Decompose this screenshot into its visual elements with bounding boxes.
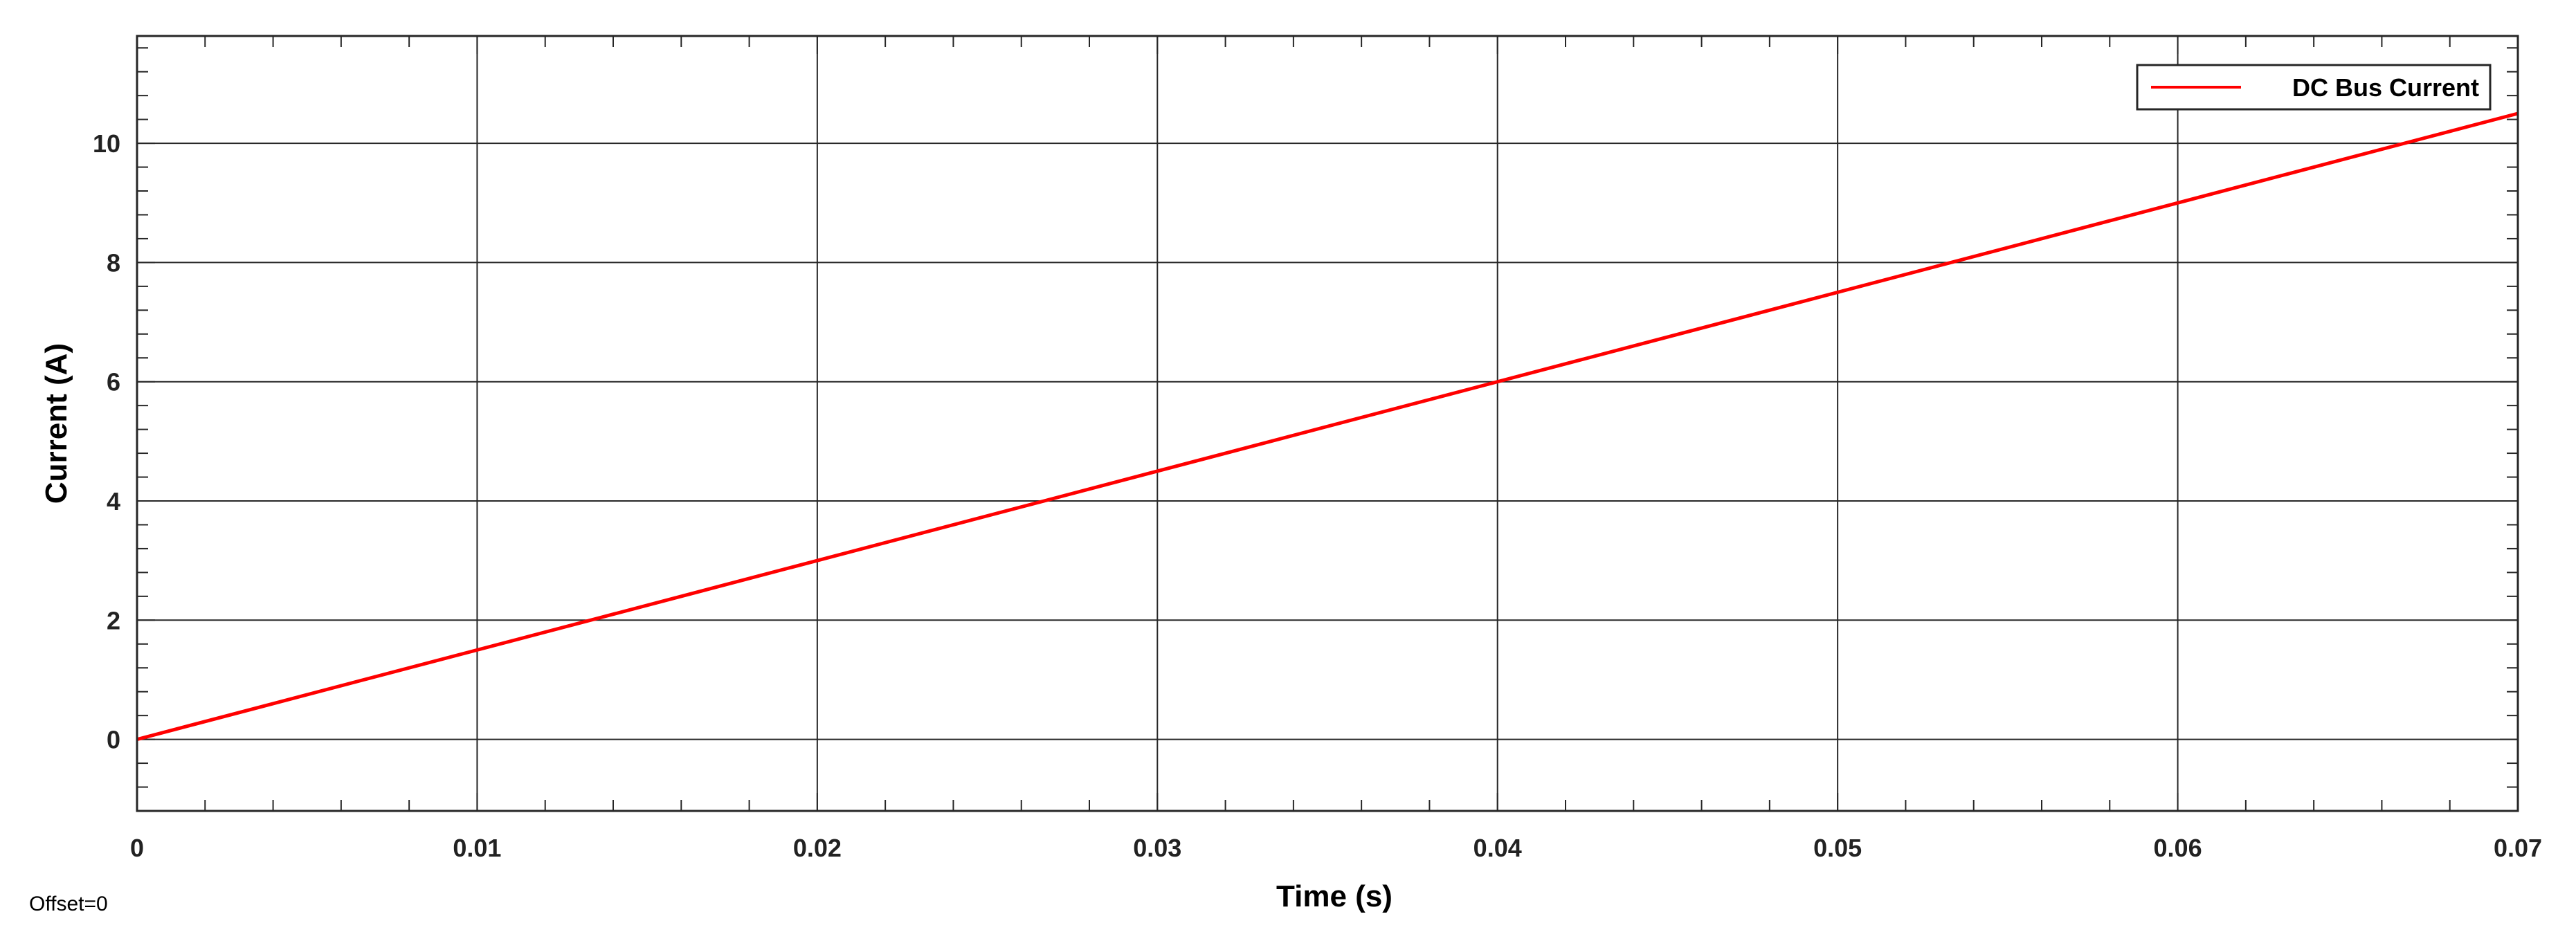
y-tick-label: 6	[107, 368, 120, 396]
series-line-dc-bus-current	[136, 111, 2519, 742]
x-tick-label: 0.04	[1473, 834, 1522, 862]
plot-frame	[136, 35, 2519, 812]
x-tick-label: 0.03	[1133, 834, 1181, 862]
offset-label: Offset=0	[29, 893, 108, 915]
x-tick-label: 0.01	[453, 834, 501, 862]
x-tick-label: 0.07	[2494, 834, 2542, 862]
x-tick-label: 0.05	[1813, 834, 1862, 862]
grid-lines	[137, 36, 2518, 811]
x-tick-label: 0	[130, 834, 144, 862]
legend: DC Bus Current	[2136, 64, 2492, 111]
series-group	[136, 111, 2519, 742]
y-tick-label: 10	[93, 129, 120, 158]
x-tick-label: 0.02	[793, 834, 842, 862]
y-tick-label: 2	[107, 606, 120, 634]
y-tick-label: 0	[107, 726, 120, 754]
plot-area	[137, 36, 2518, 811]
x-tick-label: 0.06	[2154, 834, 2202, 862]
x-axis-label: Time (s)	[1276, 879, 1393, 913]
y-axis-label: Current (A)	[39, 343, 73, 504]
y-tick-label: 8	[107, 248, 120, 277]
y-tick-labels: 0 2 4 6 8 10	[93, 129, 120, 754]
x-tick-labels: 0 0.01 0.02 0.03 0.04 0.05 0.06 0.07	[130, 834, 2542, 862]
y-tick-label: 4	[107, 487, 120, 515]
legend-label-dc-bus-current: DC Bus Current	[2292, 73, 2479, 102]
